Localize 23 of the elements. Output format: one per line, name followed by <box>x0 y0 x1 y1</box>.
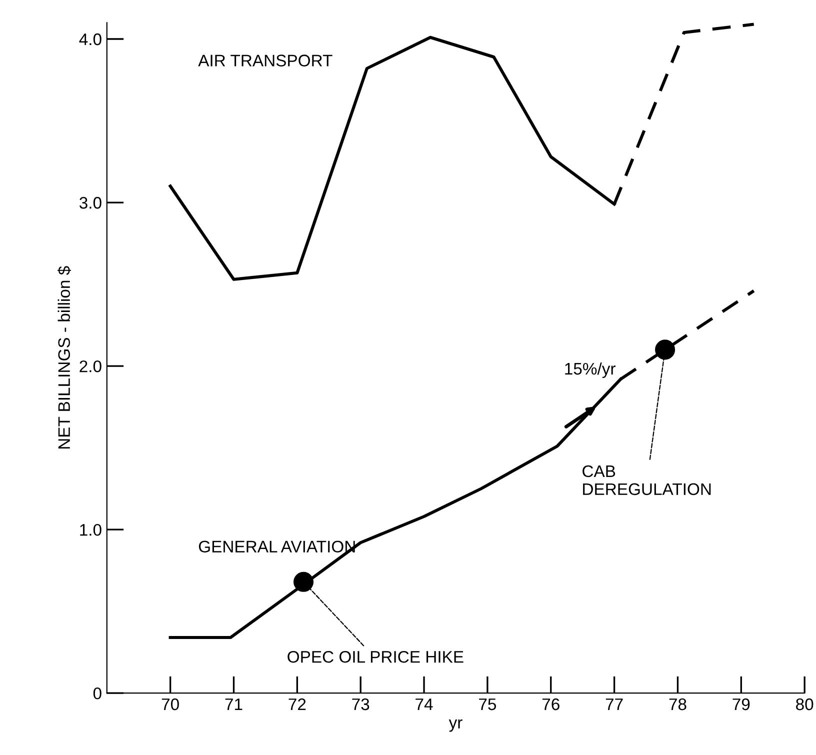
x-tick-label: 70 <box>162 698 179 710</box>
x-tick-label: 76 <box>542 698 560 710</box>
annotation: 15%/yr <box>565 362 616 378</box>
x-tick-label: 72 <box>288 698 306 710</box>
x-tick-label: 79 <box>732 698 750 710</box>
x-tick-label: 74 <box>416 698 433 710</box>
x-axis-title: yr <box>448 719 462 732</box>
x-tick-label: 78 <box>669 698 686 710</box>
annotation: CAB DEREGULATION <box>582 465 711 496</box>
y-tick-label: 4.0 <box>79 33 102 46</box>
x-tick-label: 80 <box>796 698 814 710</box>
text: AIR TRANSPORT <box>198 54 332 66</box>
y-tick-label: 1.0 <box>80 524 102 536</box>
series-label: GENERAL AVIATION <box>198 540 355 553</box>
y-tick-label: 0 <box>93 687 102 700</box>
annotation: OPEC OIL PRICE HIKE <box>288 650 464 663</box>
y-tick-label: 3.0 <box>80 196 102 209</box>
y-tick-label: 2.0 <box>80 360 102 372</box>
y-axis-title: NET BILLINGS - billion $ <box>58 266 72 449</box>
x-tick-label: 73 <box>352 698 370 710</box>
x-tick-label: 71 <box>225 698 242 710</box>
x-tick-label: 75 <box>479 698 496 710</box>
x-tick-label: 77 <box>606 698 623 710</box>
